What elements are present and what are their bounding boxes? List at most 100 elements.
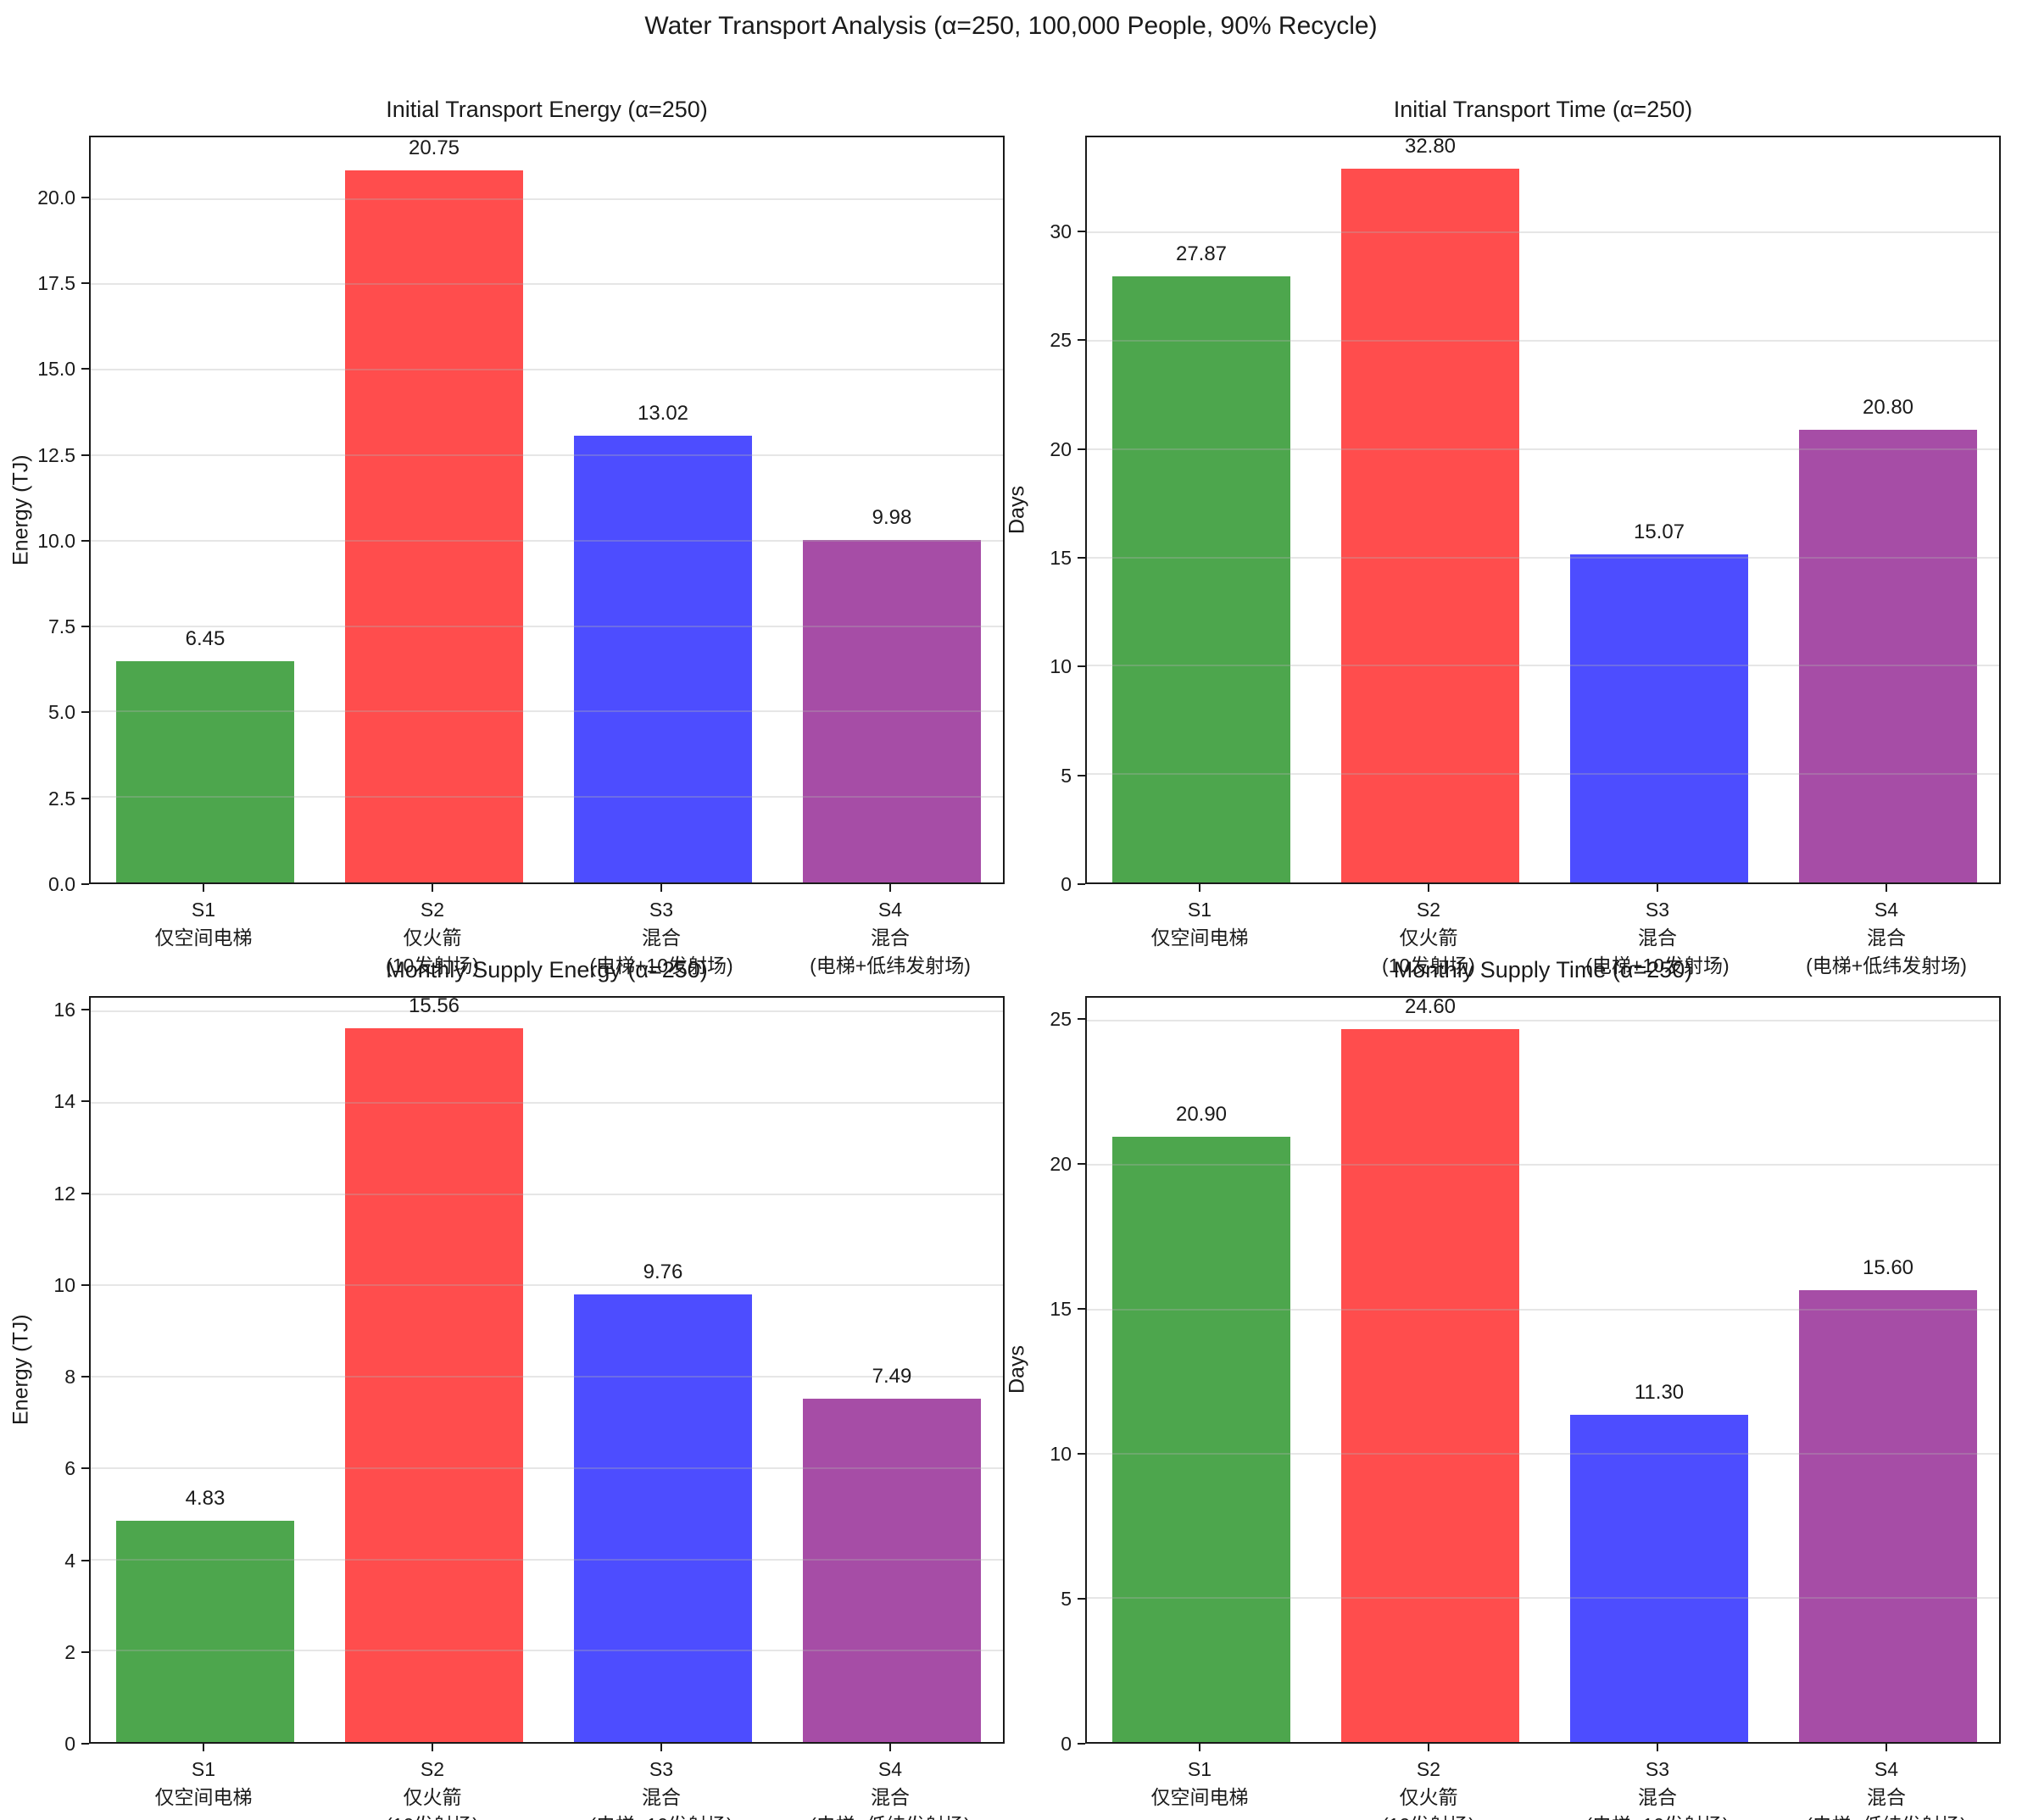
y-tick-label: 5 bbox=[1061, 1588, 1072, 1611]
chart-title: Monthly Supply Time (α=250) bbox=[1393, 957, 1693, 982]
y-tick-mark bbox=[1078, 883, 1085, 885]
y-tick-label: 20.0 bbox=[37, 186, 75, 209]
x-tick-label-line: (10发射场) bbox=[1382, 955, 1475, 977]
x-tick-label: S4 混合 (电梯+低纬发射场) bbox=[776, 1756, 1005, 1820]
x-tick-label-line: 仅火箭 bbox=[403, 1786, 462, 1808]
x-tick-label-line: (电梯+低纬发射场) bbox=[776, 1812, 1005, 1820]
y-tick-label: 15.0 bbox=[37, 358, 75, 381]
x-tick-label-line: (电梯+10发射场) bbox=[589, 955, 733, 977]
y-tick-mark bbox=[81, 454, 89, 456]
x-tick-label-line: 仅空间电梯 bbox=[154, 1786, 253, 1808]
x-tick-mark bbox=[1886, 1744, 1887, 1751]
y-tick-mark bbox=[1078, 774, 1085, 776]
bar bbox=[1340, 169, 1520, 882]
x-tick-mark bbox=[1199, 884, 1200, 892]
x-tick-mark bbox=[1428, 884, 1429, 892]
y-tick-mark bbox=[81, 1376, 89, 1378]
bar bbox=[802, 1398, 982, 1742]
gridline bbox=[91, 1101, 1003, 1104]
bar-value-label: 13.02 bbox=[637, 401, 689, 425]
bar-value-label: 20.90 bbox=[1175, 1102, 1228, 1126]
x-tick-label: S3 混合 (电梯+10发射场) bbox=[547, 1756, 776, 1820]
y-tick-label: 20 bbox=[1050, 437, 1072, 460]
bar bbox=[1798, 1289, 1978, 1742]
x-tick-label: S1 仅空间电梯 bbox=[89, 896, 318, 952]
y-tick-label: 5.0 bbox=[48, 701, 75, 724]
bar bbox=[802, 539, 982, 882]
y-tick-label: 20 bbox=[1050, 1153, 1072, 1176]
bar bbox=[1569, 554, 1749, 882]
x-tick-label-line: S2 bbox=[1416, 899, 1441, 921]
gridline bbox=[91, 1650, 1003, 1652]
y-tick-mark bbox=[1078, 1453, 1085, 1455]
x-tick-mark bbox=[1886, 884, 1887, 892]
x-tick-label-line: (10发射场) bbox=[318, 1812, 547, 1820]
x-tick-label-line: 仅空间电梯 bbox=[1150, 1786, 1249, 1808]
bar bbox=[1569, 1414, 1749, 1742]
y-tick-mark bbox=[81, 1559, 89, 1561]
x-tick-label-line: 仅火箭 bbox=[403, 927, 462, 949]
x-tick-label-line: 混合 bbox=[1867, 1786, 1906, 1808]
x-tick-label-line: S1 bbox=[1187, 1758, 1212, 1780]
gridline bbox=[1087, 665, 1999, 667]
x-tick-label-line: S2 bbox=[420, 1758, 445, 1780]
x-tick-label-line: 仅火箭 bbox=[1399, 927, 1458, 949]
bar bbox=[573, 435, 753, 882]
x-tick-label: S2 仅火箭 (10发射场) bbox=[1314, 1756, 1543, 1820]
x-tick-label: S2 仅火箭 (10发射场) bbox=[318, 896, 547, 980]
bar-value-label: 15.07 bbox=[1633, 520, 1685, 544]
y-tick-mark bbox=[1078, 1163, 1085, 1166]
y-tick-mark bbox=[81, 282, 89, 285]
y-tick-label: 0.0 bbox=[48, 873, 75, 895]
plot-area: 27.87 32.80 15.07 20.80 bbox=[1085, 135, 2001, 884]
x-tick-label-line: S1 bbox=[1187, 899, 1212, 921]
x-tick-mark bbox=[203, 1744, 204, 1751]
y-tick-mark bbox=[1078, 339, 1085, 342]
y-tick-label: 12 bbox=[53, 1182, 75, 1205]
x-tick-label: S2 仅火箭 (10发射场) bbox=[1314, 896, 1543, 980]
x-tick-label-line: 混合 bbox=[642, 927, 681, 949]
bar-value-label: 15.56 bbox=[408, 994, 460, 1018]
x-tick-label-line: S4 bbox=[1874, 1758, 1899, 1780]
x-tick-label-line: (10发射场) bbox=[386, 955, 479, 977]
x-tick-label-line: (电梯+10发射场) bbox=[1543, 1812, 1772, 1820]
x-tick-label-line: S4 bbox=[877, 899, 903, 921]
y-tick-mark bbox=[1078, 1743, 1085, 1745]
gridline bbox=[91, 1010, 1003, 1013]
x-tick-label-line: 混合 bbox=[871, 927, 910, 949]
y-tick-mark bbox=[1078, 556, 1085, 559]
x-tick-label: S3 混合 (电梯+10发射场) bbox=[547, 896, 776, 980]
bar-value-label: 24.60 bbox=[1404, 995, 1457, 1019]
x-tick-label-line: 仅火箭 bbox=[1399, 1786, 1458, 1808]
x-tick-label: S2 仅火箭 (10发射场) bbox=[318, 1756, 547, 1820]
y-tick-label: 17.5 bbox=[37, 272, 75, 295]
figure-title: Water Transport Analysis (α=250, 100,000… bbox=[644, 12, 1378, 40]
y-tick-mark bbox=[81, 1283, 89, 1286]
bar-value-label: 15.60 bbox=[1862, 1255, 1914, 1279]
x-tick-mark bbox=[203, 884, 204, 892]
bar bbox=[1111, 1136, 1291, 1742]
x-tick-label-line: 仅空间电梯 bbox=[1150, 927, 1249, 949]
bar-value-label: 7.49 bbox=[872, 1364, 912, 1388]
bar bbox=[344, 1028, 524, 1742]
bar-value-label: 20.80 bbox=[1862, 396, 1914, 420]
x-tick-label-line: (电梯+10发射场) bbox=[547, 1812, 776, 1820]
x-tick-mark bbox=[1657, 1744, 1658, 1751]
y-tick-mark bbox=[1078, 448, 1085, 450]
y-tick-label: 12.5 bbox=[37, 443, 75, 466]
y-tick-mark bbox=[81, 196, 89, 198]
x-tick-label-line: (10发射场) bbox=[1314, 1812, 1543, 1820]
plot-area: 4.83 15.56 9.76 7.49 bbox=[89, 994, 1005, 1744]
x-tick-label: S1 仅空间电梯 bbox=[1085, 1756, 1314, 1812]
y-tick-label: 0 bbox=[1061, 873, 1072, 895]
y-tick-mark bbox=[81, 1743, 89, 1745]
bar bbox=[1798, 430, 1978, 882]
gridline bbox=[1087, 1020, 1999, 1022]
gridline bbox=[1087, 773, 1999, 776]
y-tick-label: 14 bbox=[53, 1090, 75, 1113]
gridline bbox=[91, 1193, 1003, 1195]
y-tick-mark bbox=[81, 539, 89, 542]
chart-title: Monthly Supply Energy (α=250) bbox=[386, 957, 708, 982]
gridline bbox=[91, 539, 1003, 542]
